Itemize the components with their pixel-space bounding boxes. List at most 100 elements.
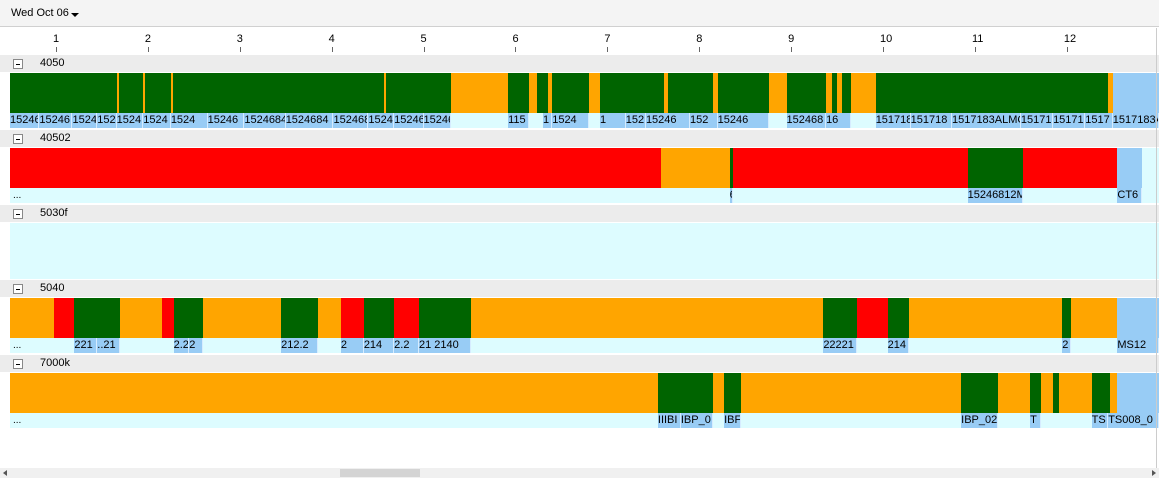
status-segment-down[interactable]: [340, 298, 364, 338]
job-bar[interactable]: TS008_0: [1108, 413, 1159, 428]
job-bar[interactable]: 16: [826, 113, 851, 128]
status-segment-running[interactable]: [841, 73, 851, 113]
horizontal-scrollbar[interactable]: [0, 468, 1159, 478]
job-bar[interactable]: T: [1030, 413, 1042, 428]
collapse-icon[interactable]: [13, 359, 23, 369]
job-bar[interactable]: 1524684: [285, 113, 334, 128]
status-segment-idle[interactable]: [143, 73, 146, 113]
status-segment-idle[interactable]: [769, 73, 787, 113]
job-bar[interactable]: 22221: [823, 338, 858, 353]
status-segment-down[interactable]: [394, 298, 419, 338]
status-segment-down[interactable]: [1022, 148, 1118, 188]
status-segment-running[interactable]: [173, 298, 203, 338]
job-bar[interactable]: 1: [599, 113, 626, 128]
job-bar[interactable]: 15246: [717, 113, 770, 128]
collapse-icon[interactable]: [13, 284, 23, 294]
job-bar[interactable]: 1524: [552, 113, 589, 128]
job-bar[interactable]: 152468: [786, 113, 827, 128]
job-bar[interactable]: 15246: [368, 113, 395, 128]
status-segment-running[interactable]: [1053, 373, 1060, 413]
status-segment-running[interactable]: [831, 73, 838, 113]
status-segment-running[interactable]: [10, 73, 117, 113]
job-bar[interactable]: 1517183A: [1112, 113, 1159, 128]
job-bar[interactable]: 152468: [333, 113, 369, 128]
collapse-icon[interactable]: [13, 209, 23, 219]
job-bar[interactable]: 15246: [207, 113, 245, 128]
job-bar[interactable]: 2: [340, 338, 364, 353]
status-segment-running[interactable]: [724, 373, 741, 413]
status-segment-idle[interactable]: [10, 298, 55, 338]
status-segment-down[interactable]: [161, 298, 174, 338]
status-segment-running[interactable]: [668, 73, 714, 113]
status-segment-down[interactable]: [10, 148, 661, 188]
status-segment-running[interactable]: [599, 73, 665, 113]
job-bar[interactable]: 1524684: [244, 113, 286, 128]
job-bar[interactable]: 1: [543, 113, 553, 128]
status-segment-running[interactable]: [145, 73, 171, 113]
job-bar[interactable]: 21 2140: [418, 338, 472, 353]
status-segment-idle[interactable]: [10, 373, 658, 413]
job-bar[interactable]: 15246: [39, 113, 73, 128]
job-bar[interactable]: 15171: [1020, 113, 1054, 128]
status-segment-idle[interactable]: [471, 298, 824, 338]
status-segment-running[interactable]: [717, 73, 770, 113]
job-bar[interactable]: 214: [363, 338, 395, 353]
job-bar[interactable]: IBP_0: [680, 413, 714, 428]
job-bar[interactable]: 2: [1062, 338, 1072, 353]
status-segment-idle[interactable]: [384, 73, 386, 113]
job-bar[interactable]: 15246: [97, 113, 117, 128]
job-bar[interactable]: 15246: [645, 113, 691, 128]
scroll-right-icon[interactable]: [1152, 470, 1156, 476]
job-bar[interactable]: 2: [189, 338, 203, 353]
status-segment-idle[interactable]: [660, 148, 730, 188]
job-bar[interactable]: 15171: [1053, 113, 1086, 128]
status-segment-running[interactable]: [729, 148, 734, 188]
status-segment-idle[interactable]: [713, 373, 725, 413]
date-dropdown[interactable]: Wed Oct 06: [11, 7, 79, 19]
job-bar[interactable]: 1517: [1085, 113, 1113, 128]
job-bar[interactable]: 115: [508, 113, 530, 128]
status-segment-running[interactable]: [172, 73, 385, 113]
status-segment-idle[interactable]: [713, 73, 718, 113]
status-segment-idle[interactable]: [1071, 298, 1118, 338]
status-segment-running[interactable]: [786, 73, 827, 113]
job-bar[interactable]: 2.2: [394, 338, 419, 353]
status-segment-running[interactable]: [967, 148, 1023, 188]
status-segment-running[interactable]: [1062, 298, 1072, 338]
job-bar[interactable]: 1517183ALMC: [951, 113, 1021, 128]
job-bar[interactable]: 151718: [910, 113, 952, 128]
status-segment-running[interactable]: [1030, 373, 1042, 413]
job-bar[interactable]: 214: [887, 338, 909, 353]
status-segment-idle[interactable]: [120, 298, 162, 338]
job-bar[interactable]: 1524: [170, 113, 208, 128]
job-bar[interactable]: 2.2: [173, 338, 190, 353]
job-bar[interactable]: ..21: [97, 338, 121, 353]
status-segment-down[interactable]: [857, 298, 888, 338]
status-segment-idle[interactable]: [529, 73, 537, 113]
status-segment-running[interactable]: [875, 73, 1109, 113]
job-bar[interactable]: IBF: [724, 413, 741, 428]
status-segment-running[interactable]: [1091, 373, 1111, 413]
job-bar[interactable]: 1524: [143, 113, 171, 128]
status-segment-idle[interactable]: [202, 298, 282, 338]
status-segment-running[interactable]: [119, 73, 144, 113]
collapse-icon[interactable]: [13, 59, 23, 69]
status-segment-idle[interactable]: [170, 73, 173, 113]
job-bar[interactable]: 15246812M: [967, 188, 1023, 203]
status-segment-idle[interactable]: [1059, 373, 1092, 413]
job-bar[interactable]: 152: [690, 113, 718, 128]
scrollbar-thumb[interactable]: [340, 469, 420, 477]
status-segment-down[interactable]: [733, 148, 968, 188]
job-bar[interactable]: 15246: [10, 113, 40, 128]
status-segment-running[interactable]: [74, 298, 121, 338]
status-segment-running[interactable]: [823, 298, 858, 338]
job-bar[interactable]: 6: [729, 188, 734, 203]
status-segment-idle[interactable]: [1041, 373, 1054, 413]
status-segment-idle[interactable]: [451, 73, 509, 113]
job-bar[interactable]: 15246: [394, 113, 424, 128]
status-segment-idle[interactable]: [116, 73, 120, 113]
collapse-icon[interactable]: [13, 134, 23, 144]
status-segment-idle[interactable]: [850, 73, 876, 113]
status-segment-running[interactable]: [657, 373, 714, 413]
status-segment-idle[interactable]: [1108, 73, 1113, 113]
